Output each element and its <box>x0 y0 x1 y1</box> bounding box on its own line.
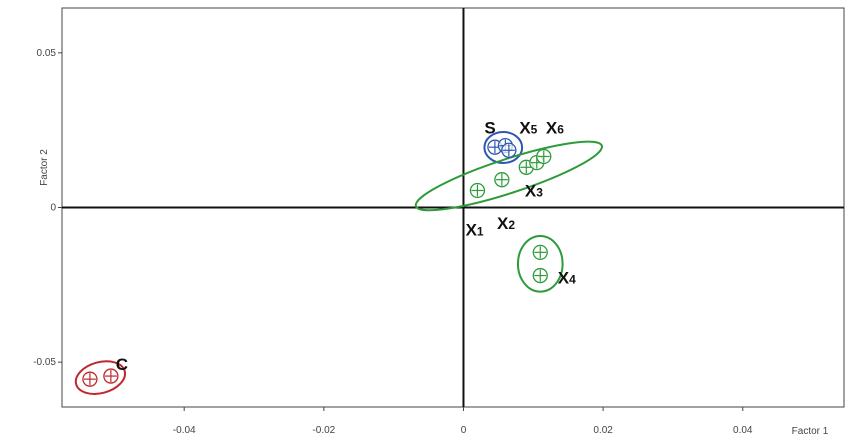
data-points <box>82 137 552 387</box>
y-axis-ticks: 0.05 0 -0.05 <box>33 48 62 368</box>
y-tick-label: 0 <box>50 203 56 214</box>
data-point <box>494 172 510 188</box>
data-point <box>532 267 548 284</box>
group-label: X5 <box>519 118 537 137</box>
group-label: S <box>484 118 495 137</box>
cluster-ellipse <box>414 140 603 212</box>
cluster-ellipse <box>483 131 524 164</box>
data-point <box>469 182 486 199</box>
y-axis-title: Factor 2 <box>39 149 50 186</box>
x-axis-ticks: -0.04 -0.02 0 0.02 0.04 <box>173 407 753 436</box>
cluster-ellipse <box>516 234 564 293</box>
group-label: X4 <box>558 268 576 287</box>
cluster-ellipses <box>74 131 603 395</box>
data-point <box>82 371 98 387</box>
y-tick-label: 0.05 <box>37 48 57 59</box>
group-label: C <box>116 355 128 374</box>
x-tick-label: 0.02 <box>593 425 613 436</box>
data-point <box>536 148 552 165</box>
data-point <box>501 142 517 158</box>
group-label: X2 <box>497 214 515 233</box>
data-point <box>103 368 119 384</box>
y-tick-label: -0.05 <box>33 357 56 368</box>
group-label: X1 <box>466 220 484 239</box>
x-tick-label: 0.04 <box>733 425 753 436</box>
group-label: X3 <box>525 182 543 201</box>
x-tick-label: -0.04 <box>173 425 196 436</box>
x-tick-label: -0.02 <box>312 425 335 436</box>
x-axis-title: Factor 1 <box>792 426 829 437</box>
group-labels: C S X5 X6 X3 X1 X2 X4 <box>116 118 576 374</box>
data-point <box>532 244 548 260</box>
cluster-ellipse <box>74 360 127 395</box>
group-label: X6 <box>546 118 564 137</box>
x-tick-label: 0 <box>461 425 467 436</box>
